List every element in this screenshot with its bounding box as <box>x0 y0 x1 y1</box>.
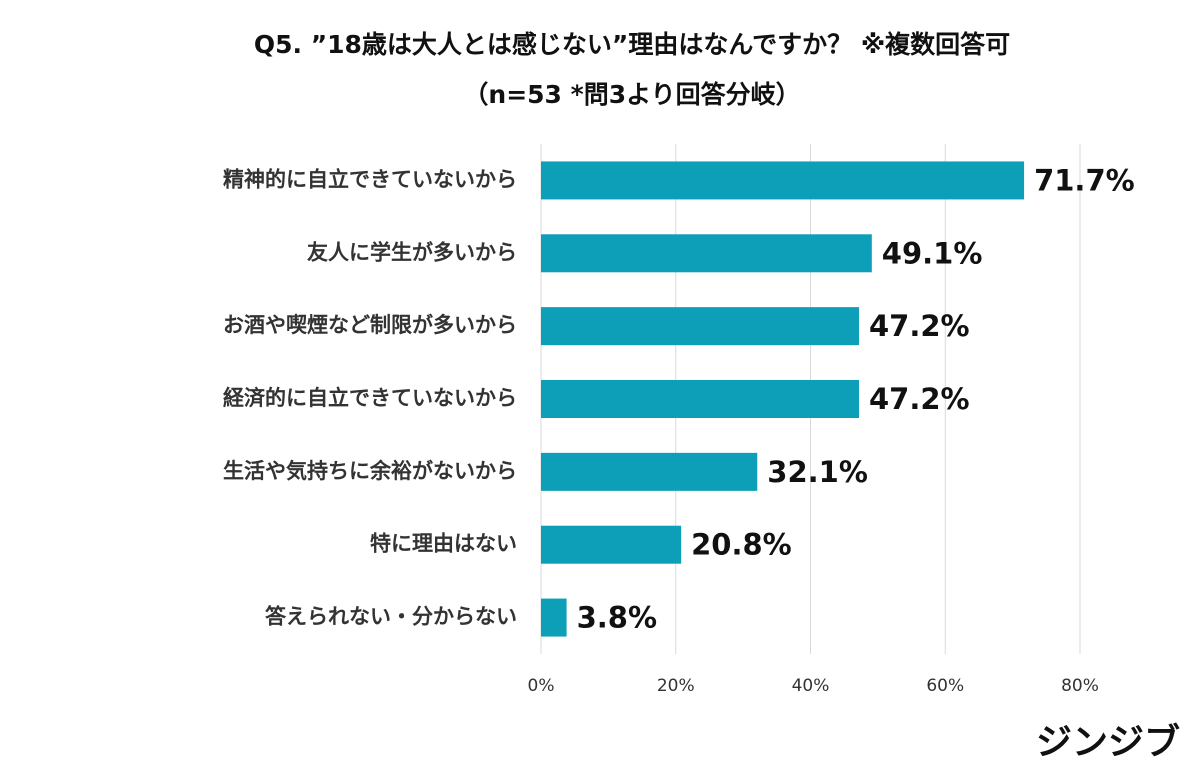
chart-title: Q5. ”18歳は大人とは感じない”理由はなんですか？ ※複数回答可 <box>254 30 1010 59</box>
y-tick-label: 友人に学生が多いから <box>307 240 517 264</box>
value-label: 3.8% <box>577 601 657 635</box>
value-label: 32.1% <box>767 455 868 489</box>
y-tick-label: お酒や喫煙など制限が多いから <box>223 313 517 337</box>
x-tick-label: 40% <box>792 676 830 696</box>
chart-subtitle: （n=53 *問3より回答分岐） <box>463 80 800 109</box>
value-label: 49.1% <box>882 236 983 270</box>
bar <box>541 380 860 418</box>
x-tick-label: 0% <box>528 676 555 696</box>
bar <box>541 525 682 564</box>
y-tick-label: 経済的に自立できていないから <box>223 386 517 410</box>
bar <box>541 598 567 637</box>
bar <box>541 452 758 491</box>
bar <box>541 161 1025 200</box>
value-label: 47.2% <box>869 309 970 343</box>
brand-logo: ジンジブ <box>1036 721 1180 763</box>
bar <box>541 234 872 273</box>
y-tick-label: 答えられない・分からない <box>265 605 517 629</box>
value-label: 71.7% <box>1034 163 1135 197</box>
y-tick-label: 生活や気持ちに余裕がないから <box>223 459 517 483</box>
x-tick-label: 80% <box>1061 676 1099 696</box>
x-tick-label: 60% <box>926 676 964 696</box>
y-tick-label: 特に理由はない <box>370 532 517 556</box>
value-label: 20.8% <box>691 528 792 562</box>
y-tick-label: 精神的に自立できていないから <box>223 167 517 191</box>
x-tick-label: 20% <box>657 676 695 696</box>
value-label: 47.2% <box>869 382 970 416</box>
bar <box>541 307 860 346</box>
